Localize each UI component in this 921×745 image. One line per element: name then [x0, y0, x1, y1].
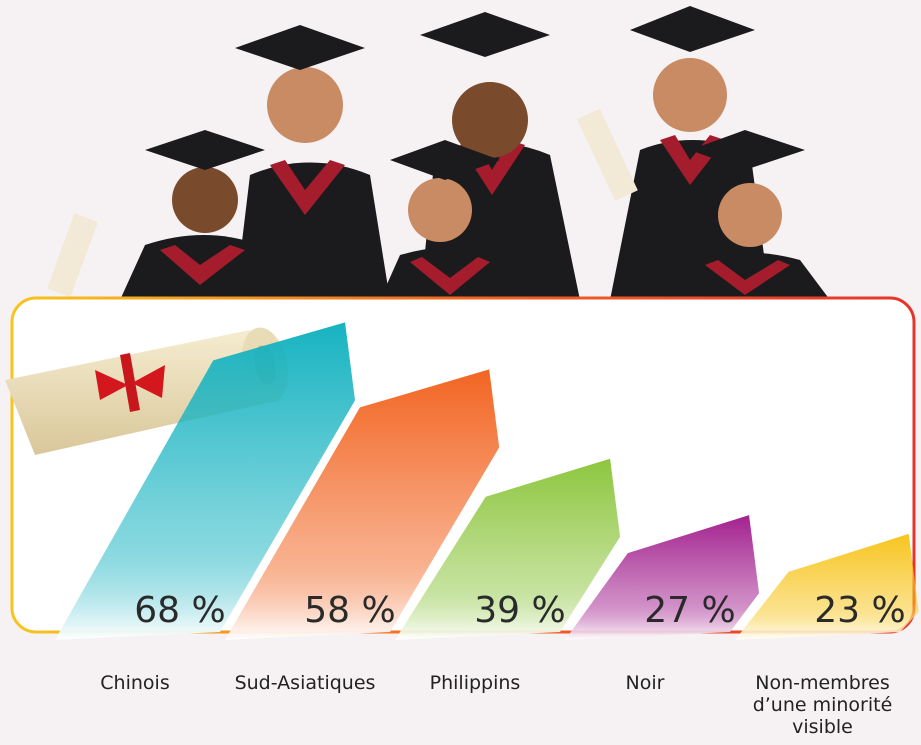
value-label: 39 % — [474, 590, 565, 631]
value-label: 27 % — [644, 590, 735, 631]
graduates-illustration — [47, 6, 830, 300]
value-label: 68 % — [134, 590, 225, 631]
category-label: Chinois — [50, 672, 220, 694]
infographic: 68 % 58 % 39 % 27 % 23 % ChinoisSud-Asiatiqu… — [0, 0, 921, 745]
category-label: Noir — [560, 672, 730, 694]
category-label: Non-membres d’une minorité visible — [730, 672, 915, 738]
value-label: 23 % — [814, 590, 905, 631]
value-label: 58 % — [304, 590, 395, 631]
category-label: Sud-Asiatiques — [220, 672, 390, 694]
category-label: Philippins — [390, 672, 560, 694]
chart: 68 % 58 % 39 % 27 % 23 % — [0, 0, 921, 745]
